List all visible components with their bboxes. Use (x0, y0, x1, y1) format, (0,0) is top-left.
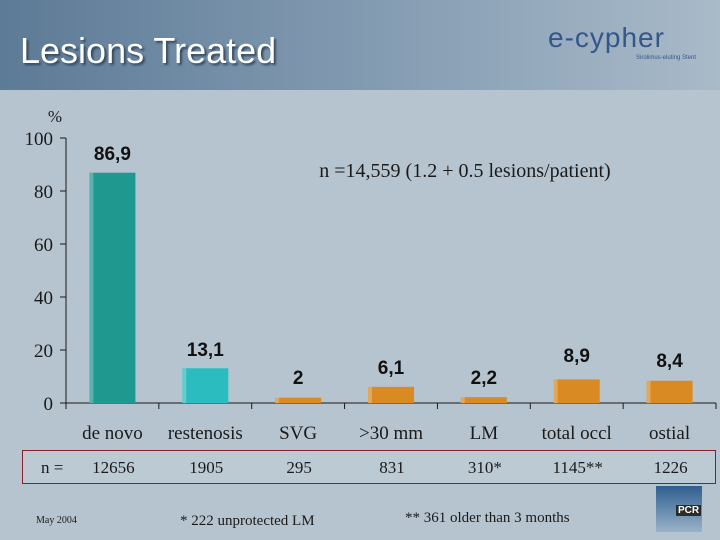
y-tick-label: 60 (34, 235, 53, 256)
bar-highlight (89, 172, 94, 403)
slide-title: Lesions Treated (20, 30, 277, 71)
pcr-badge-text: PCR (676, 505, 702, 516)
data-label: 2 (293, 368, 304, 389)
bar (646, 380, 693, 403)
bar-highlight (460, 397, 465, 403)
x-tick-label: total occl (542, 423, 612, 444)
bar (275, 397, 322, 403)
bar (553, 379, 600, 403)
n-count-cell: 831 (379, 458, 405, 477)
bar (460, 397, 507, 403)
logo-tagline: Sirolimus-eluting Stent (636, 55, 697, 61)
header-bar: Lesions Treated e-cypher Sirolimus-eluti… (0, 0, 720, 90)
y-tick-label: 0 (44, 394, 54, 415)
data-label: 6,1 (378, 358, 405, 379)
n-count-cell: 12656 (92, 458, 135, 477)
date-label: May 2004 (36, 515, 77, 526)
n-count-cell: 1145** (552, 458, 603, 477)
n-count-cell: 310* (467, 458, 502, 477)
cypher-logo: e-cypher Sirolimus-eluting Stent (548, 22, 708, 72)
x-tick-label: LM (470, 423, 499, 444)
data-label: 2,2 (471, 368, 497, 389)
bar-chart: 0 20 40 60 80 100% n =14,559 (1.2 + 0.5 lesion… (25, 107, 717, 444)
data-label: 8,9 (564, 346, 590, 367)
data-label: 86,9 (94, 144, 131, 165)
y-tick-label: 100 (25, 129, 54, 150)
x-tick-label: SVG (279, 423, 317, 444)
n-count-table: n = 12656 1905 295 831 310* 1145** 1226 (22, 450, 716, 484)
bar (89, 172, 136, 403)
bar-highlight (275, 397, 280, 403)
bar-highlight (646, 380, 651, 403)
y-tick-label: 40 (34, 288, 53, 309)
n-count-cell: 295 (286, 458, 312, 477)
y-tick-label: 20 (34, 341, 53, 362)
x-tick-label: >30 mm (359, 423, 423, 444)
x-tick-label: ostial (649, 423, 690, 444)
bar-highlight (553, 379, 558, 403)
bar-highlight (368, 386, 372, 403)
footnote-occlusion: ** 361 older than 3 months (405, 510, 570, 526)
x-tick-label: de novo (82, 423, 143, 444)
y-tick-label: 80 (34, 182, 53, 203)
footnote-lm: * 222 unprotected LM (180, 513, 315, 529)
logo-text: e-cypher (548, 22, 665, 53)
chart-annotation: n =14,559 (1.2 + 0.5 lesions/patient) (319, 160, 610, 182)
y-axis-label: % (48, 107, 62, 126)
data-label: 13,1 (187, 340, 224, 361)
n-count-cell: 1226 (653, 458, 688, 477)
data-label: 8,4 (656, 351, 683, 372)
x-tick-label: restenosis (168, 423, 243, 444)
n-label: n = (41, 458, 64, 477)
bar (368, 386, 414, 403)
n-count-cell: 1905 (189, 458, 224, 477)
bar-highlight (182, 368, 187, 403)
pcr-badge: PCR (656, 486, 702, 532)
bar (182, 368, 229, 403)
